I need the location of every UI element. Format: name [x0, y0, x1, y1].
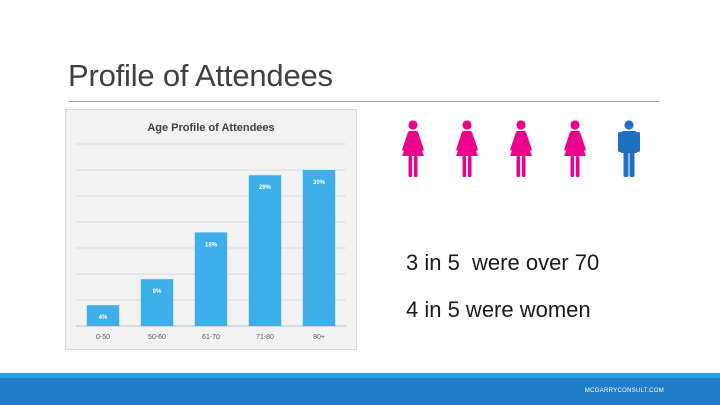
chart-data-labels: 4% 9% 18% 29% 30% [99, 180, 326, 321]
attendee-figures [398, 120, 658, 180]
data-label: 9% [153, 289, 162, 295]
x-tick-label: 0-50 [96, 334, 110, 341]
footer-stripe [0, 373, 720, 378]
x-tick-label: 80+ [313, 334, 325, 341]
slide-title: Profile of Attendees [68, 58, 333, 93]
stat-women: 4 in 5 were women [406, 297, 591, 322]
data-label: 18% [205, 242, 218, 248]
footer-website: MCGARRYCONSULT.COM [584, 388, 664, 394]
footer-bar: MCGARRYCONSULT.COM [0, 378, 720, 405]
female-person-icon [564, 120, 586, 177]
bar-0-50 [86, 305, 120, 326]
chart-bars [86, 170, 336, 326]
x-tick-label: 71-80 [256, 334, 274, 341]
age-profile-chart: Age Profile of Attendees 4% 9% 18% 29% 30% 0… [65, 109, 357, 350]
male-person-icon [618, 120, 640, 177]
bar-80+ [302, 170, 336, 326]
bar-61-70 [194, 232, 228, 326]
chart-x-tick-labels: 0-50 50-60 61-70 71-80 80+ [96, 334, 325, 341]
stat-over-70: 3 in 5 were over 70 [406, 250, 600, 275]
chart-canvas: Age Profile of Attendees 4% 9% 18% 29% 30% 0… [76, 122, 346, 341]
female-person-icon [402, 120, 424, 177]
title-divider [68, 101, 660, 102]
bar-71-80 [248, 175, 282, 326]
bar-50-60 [140, 279, 174, 326]
female-person-icon [510, 120, 532, 177]
female-person-icon [456, 120, 478, 177]
x-tick-label: 50-60 [148, 334, 166, 341]
data-label: 4% [99, 315, 108, 321]
data-label: 29% [259, 185, 272, 191]
x-tick-label: 61-70 [202, 334, 220, 341]
data-label: 30% [313, 180, 326, 186]
chart-title: Age Profile of Attendees [147, 122, 274, 134]
